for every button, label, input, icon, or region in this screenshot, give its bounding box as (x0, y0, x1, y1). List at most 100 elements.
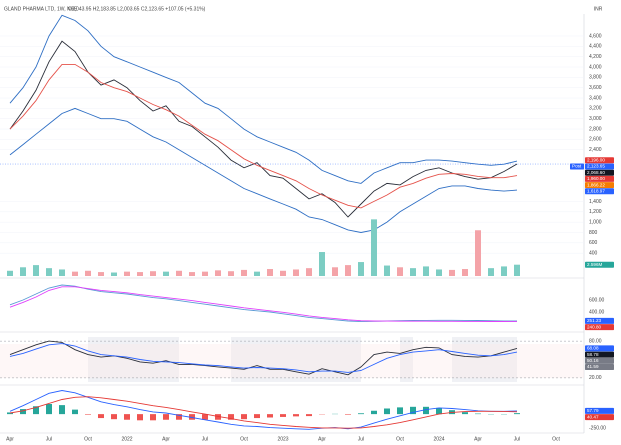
bar (163, 414, 169, 420)
bar (267, 414, 273, 418)
bar (98, 414, 104, 419)
bar (514, 264, 520, 276)
x-tick-label: Oct (396, 436, 404, 442)
bar (85, 414, 91, 415)
x-tick-label: Oct (552, 436, 560, 442)
price-badge (585, 324, 614, 331)
bar (345, 265, 351, 276)
price-badge (585, 188, 614, 195)
price-badge-label: 251.23 (587, 318, 601, 323)
bar (124, 271, 130, 276)
shaded-range (88, 337, 179, 382)
bar (241, 414, 247, 420)
bar (20, 409, 26, 415)
bar (176, 414, 182, 420)
y-tick-label: 1,200 (589, 209, 602, 215)
bar (189, 414, 195, 420)
shaded-range (452, 337, 517, 382)
y-tick-label: 4,000 (589, 64, 602, 70)
price-badge (585, 364, 614, 371)
bar (241, 269, 247, 276)
price-badge (585, 317, 614, 324)
x-tick-label: Oct (84, 436, 92, 442)
price-badge (585, 175, 614, 182)
bar (462, 412, 468, 415)
y-tick-label: 600 (589, 240, 598, 246)
series-line (9, 284, 517, 323)
bar (33, 265, 39, 276)
bar (280, 414, 286, 417)
y-tick-label: 4,400 (589, 44, 602, 50)
bar (462, 269, 468, 276)
series-line (9, 63, 518, 209)
bar (137, 414, 143, 421)
price-badge-label: 57.79 (587, 408, 599, 413)
x-tick-label: Oct (240, 436, 248, 442)
bar (423, 266, 429, 276)
bar (137, 272, 143, 276)
x-tick-label: 2023 (277, 436, 288, 442)
y-tick-label: 80.00 (589, 338, 602, 344)
x-tick-label: Apr (318, 436, 326, 442)
series-line (9, 40, 518, 218)
session-tag (570, 163, 584, 170)
bar (228, 414, 234, 420)
series-line (9, 396, 518, 429)
price-badge-label: 1,866.22 (587, 182, 605, 187)
bar (20, 267, 26, 276)
price-badge-label: 40.47 (587, 414, 599, 419)
y-tick-label: 600.00 (589, 297, 605, 303)
x-tick-label: Jul (46, 436, 52, 442)
bar (59, 405, 65, 415)
bar (176, 270, 182, 276)
bar (475, 413, 481, 415)
bar (228, 271, 234, 276)
y-tick-label: -250.00 (589, 426, 606, 432)
bar (436, 269, 442, 276)
bar (7, 270, 13, 276)
price-badge (585, 261, 614, 268)
price-badge (585, 407, 614, 414)
bar (293, 414, 299, 417)
bar (475, 230, 481, 276)
price-badge-label: 2.596M (587, 262, 602, 267)
bar (98, 272, 104, 276)
y-tick-label: 2,400 (589, 147, 602, 153)
bar (488, 268, 494, 276)
bar (124, 414, 130, 420)
bar (254, 271, 260, 276)
shaded-range (400, 337, 413, 382)
bar (410, 268, 416, 276)
shaded-range (231, 337, 361, 382)
bar (371, 410, 377, 415)
x-tick-label: Jul (202, 436, 208, 442)
bar (293, 269, 299, 276)
series-line (9, 286, 518, 323)
bar (7, 412, 13, 415)
session-tag-label: Post (572, 164, 582, 169)
y-tick-label: 3,400 (589, 95, 602, 101)
x-tick-label: Jul (358, 436, 364, 442)
price-badge-label: 2,068.60 (587, 170, 605, 175)
price-badge-label: 240.80 (587, 324, 601, 329)
price-badge-label: 58.78 (587, 352, 599, 357)
price-badge (585, 345, 614, 352)
bar (423, 406, 429, 415)
price-badge (585, 182, 614, 189)
bar (410, 406, 416, 415)
y-tick-label: 1,000 (589, 219, 602, 225)
bar (306, 268, 312, 276)
bar (319, 252, 325, 276)
bar (189, 272, 195, 276)
bar (384, 265, 390, 276)
bar (46, 404, 52, 415)
price-badge-label: 1,618.97 (587, 189, 605, 194)
price-badge-label: 50.16 (587, 358, 599, 363)
bar (215, 270, 221, 276)
bar (345, 414, 351, 415)
y-tick-label: 3,000 (589, 116, 602, 122)
price-badge-label: 2,123.65 (587, 164, 605, 169)
bar (202, 271, 208, 276)
chart-title: GLAND PHARMA LTD, 1W, NSE (4, 6, 78, 12)
